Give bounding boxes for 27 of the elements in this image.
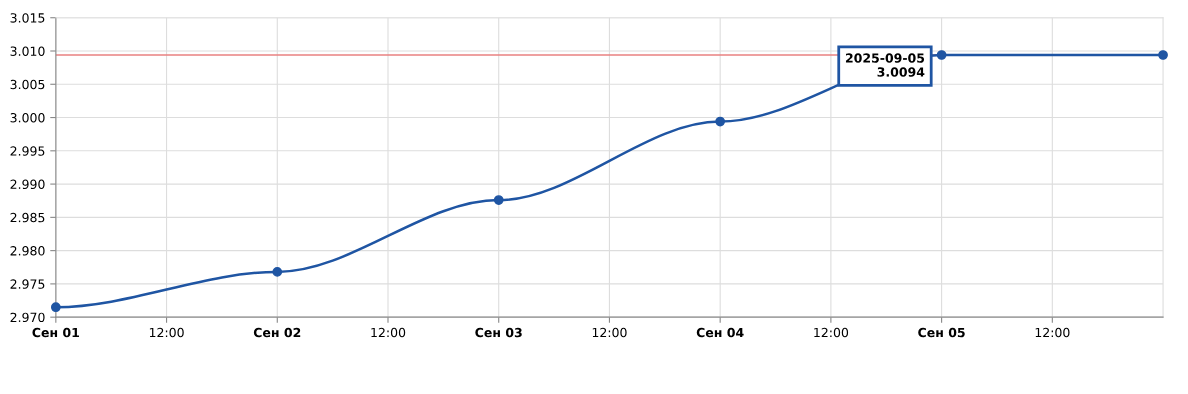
y-tick-label: 2.985 xyxy=(10,212,45,223)
x-tick-label: Сен 02 xyxy=(253,327,301,338)
x-tick-label: 12:00 xyxy=(592,327,627,338)
point xyxy=(493,195,504,205)
y-tick-label: 3.015 xyxy=(10,13,45,23)
x-tick-label: Сен 01 xyxy=(32,327,79,338)
x-tick-label: 12:00 xyxy=(814,327,849,338)
y-tick-label: 2.995 xyxy=(10,146,45,156)
point xyxy=(936,50,947,60)
x-tick-label: 12:00 xyxy=(1035,327,1070,338)
y-tick-label: 3.000 xyxy=(10,113,45,123)
y-tick-label: 2.990 xyxy=(10,179,45,190)
x-tick-label: 12:00 xyxy=(371,327,406,338)
point xyxy=(272,267,283,277)
point xyxy=(715,116,726,127)
point xyxy=(1158,50,1168,60)
y-tick-label: 3.010 xyxy=(10,46,45,56)
y-tick-label: 3.005 xyxy=(10,79,45,90)
x-tick-label: Сен 04 xyxy=(696,327,744,338)
x-tick-label: 12:00 xyxy=(149,327,184,338)
annotation: 2025-09-05 3.0094 xyxy=(845,53,925,77)
x-tick-label: Сен 05 xyxy=(918,327,965,338)
x-tick-label: Сен 03 xyxy=(475,327,522,338)
y-tick-label: 2.980 xyxy=(10,246,45,256)
y-tick-label: 2.970 xyxy=(10,312,45,323)
y-tick-label: 2.975 xyxy=(10,279,45,289)
point xyxy=(50,302,61,313)
